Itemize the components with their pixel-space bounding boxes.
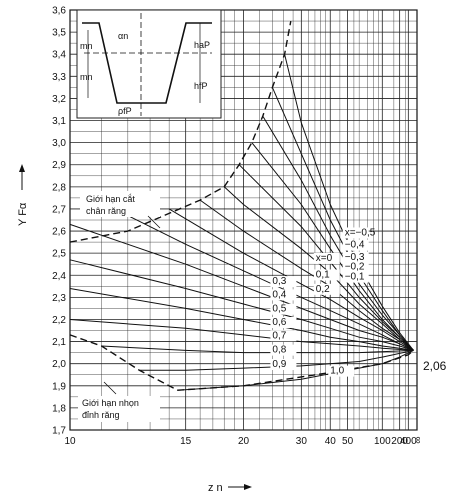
series-label: x=−0,5 xyxy=(345,227,376,238)
series-label-bg xyxy=(270,289,297,301)
y-tick-label: 2,9 xyxy=(52,160,66,171)
x-tick-label: 400 xyxy=(400,436,417,447)
x-tick-label: ∞ xyxy=(413,436,424,443)
y-tick-label: 3,0 xyxy=(52,138,66,149)
series-label-bg xyxy=(270,303,297,315)
series-label: 0,2 xyxy=(316,284,330,295)
series-label-bg xyxy=(328,365,355,377)
series-label: −0,3 xyxy=(345,252,365,263)
series-label: 0,7 xyxy=(272,330,286,341)
y-axis-title: Y Fα xyxy=(17,202,29,226)
curve-line xyxy=(127,215,414,351)
inset-label-mn-bottom: mn xyxy=(80,72,93,82)
series-label: −0,2 xyxy=(345,262,365,273)
y-tick-label: 1,7 xyxy=(52,426,66,437)
curve-line xyxy=(168,208,414,351)
x-tick-label: 100 xyxy=(374,436,391,447)
inset-label-mn-top: mn xyxy=(80,41,93,51)
curve-line xyxy=(199,199,414,351)
series-label: 0,5 xyxy=(272,304,286,315)
x-tick-label: 40 xyxy=(325,436,337,447)
y-tick-label: 2,4 xyxy=(52,271,66,282)
series-label-bg xyxy=(270,317,297,328)
inset-label-rho-fp: ρfP xyxy=(118,106,132,116)
series-label-bg xyxy=(313,269,340,281)
curve-line xyxy=(238,164,414,351)
x-tick-label: 200 xyxy=(391,436,408,447)
y-tick-label: 3,1 xyxy=(52,116,66,127)
curve-line xyxy=(69,319,414,351)
x-axis-title: z n xyxy=(208,482,223,494)
series-label: 1,0 xyxy=(330,366,344,377)
series-label-bg xyxy=(342,261,369,273)
x-tick-label: 20 xyxy=(238,436,250,447)
series-label-bg xyxy=(270,276,297,288)
x-tick-label: 30 xyxy=(296,436,308,447)
series-label: 0,9 xyxy=(272,359,286,370)
limit-line xyxy=(69,334,414,391)
x-tick-label: 50 xyxy=(342,436,354,447)
series-labels: x=−0,5 −0,4−0,3−0,2−0,1 x=0 0,1 0,2 0,3 0,4 0,5… xyxy=(270,227,376,377)
curve-line xyxy=(69,259,414,351)
y-tick-label: 1,9 xyxy=(52,381,66,392)
series-label-bg xyxy=(313,252,340,264)
y-tick-label: 3,6 xyxy=(52,6,66,17)
y-tick-label: 2,7 xyxy=(52,204,66,215)
series-label: 0,8 xyxy=(272,345,286,356)
series-label-bg xyxy=(342,271,369,283)
series-label: 0,6 xyxy=(272,317,286,328)
annotation-tip-line1: Giới hạn nhọn xyxy=(82,398,139,408)
y-tick-labels: 1,7 1,8 1,9 2,0 2,1 2,2 2,3 2,4 2,5 2,6 2,7 2,8 2,9 3… xyxy=(52,6,66,437)
y-tick-label: 2,2 xyxy=(52,315,66,326)
curve-line xyxy=(139,349,414,371)
series-label: 0,3 xyxy=(272,276,286,287)
y-tick-label: 2,0 xyxy=(52,359,66,370)
series-label: −0,4 xyxy=(345,240,365,251)
y-tick-label: 2,6 xyxy=(52,227,66,238)
inset-label-alpha-n: αn xyxy=(118,31,128,41)
series-label: x=0 xyxy=(316,253,333,264)
series-label-bg xyxy=(342,227,369,239)
y-tick-label: 2,3 xyxy=(52,293,66,304)
series-label-bg xyxy=(270,359,297,370)
x-tick-label: 10 xyxy=(64,436,76,447)
limit-line xyxy=(69,20,292,243)
curve-line xyxy=(69,288,414,351)
curve-line xyxy=(223,186,414,351)
rack-profile-inset: αn haP hfP mn mn ρfP xyxy=(76,9,222,119)
series-label: −0,1 xyxy=(345,272,365,283)
inset-label-h-fp: hfP xyxy=(194,81,208,91)
annotation-undercut-line2: chân răng xyxy=(86,206,126,216)
chart-limit-lines xyxy=(69,20,414,391)
y-tick-label: 1,8 xyxy=(52,403,66,414)
series-label-bg xyxy=(270,344,297,356)
series-label: 0,4 xyxy=(272,289,286,300)
y-tick-label: 2,5 xyxy=(52,249,66,260)
y-tick-label: 2,1 xyxy=(52,337,66,348)
x-tick-label: 15 xyxy=(180,436,192,447)
annotation-undercut-line1: Giới hạn cắt xyxy=(86,194,135,204)
annotation-tip-line2: đỉnh răng xyxy=(82,410,120,420)
y-tick-label: 3,3 xyxy=(52,72,66,83)
series-label-bg xyxy=(342,239,369,251)
y-tick-label: 3,2 xyxy=(52,94,66,105)
series-label-bg xyxy=(342,251,369,263)
convergence-value-label: 2,06 xyxy=(423,359,447,373)
series-label-bg xyxy=(313,283,340,295)
series-label-bg xyxy=(270,330,297,342)
y-tick-label: 3,5 xyxy=(52,28,66,39)
series-label: 0,1 xyxy=(316,269,330,280)
y-tick-label: 2,8 xyxy=(52,182,66,193)
y-tick-label: 3,4 xyxy=(52,50,66,61)
inset-label-h-ap: haP xyxy=(194,40,210,50)
curve-line xyxy=(69,223,414,351)
curve-line xyxy=(262,115,414,351)
